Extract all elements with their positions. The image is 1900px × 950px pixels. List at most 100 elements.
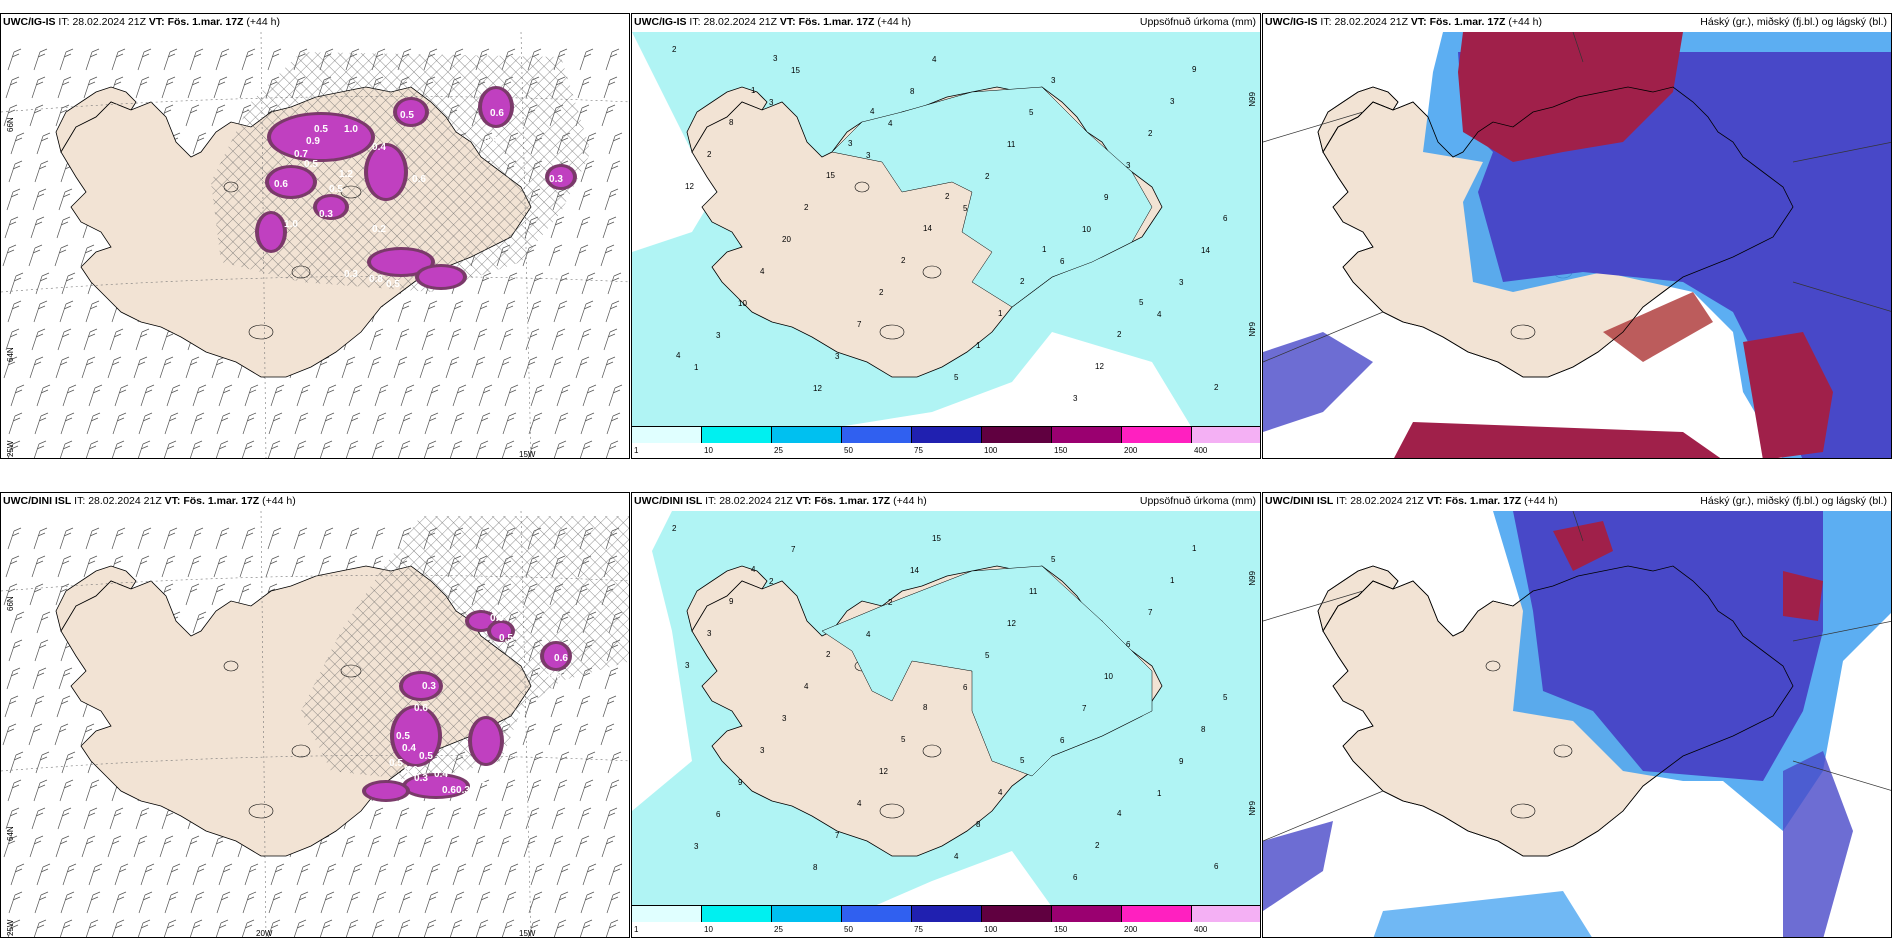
it-label: IT: xyxy=(689,16,701,28)
colorbar-cell xyxy=(1192,426,1260,443)
snow-area xyxy=(549,167,573,187)
precip-value-label: 15 xyxy=(791,66,800,75)
vt-label: VT: xyxy=(1426,495,1443,507)
colorbar-cell xyxy=(1122,426,1192,443)
init-time: 28.02.2024 21Z xyxy=(703,16,777,28)
precip-value-label: 6 xyxy=(716,810,721,819)
coastline-overlay xyxy=(1322,565,1794,857)
precip-value-label: 3 xyxy=(707,629,712,638)
precip-value-label: 2 xyxy=(1117,330,1122,339)
precip-value-label: 2 xyxy=(879,288,884,297)
precip-value-label: 2 xyxy=(1020,277,1025,286)
domain-boundaries xyxy=(1263,511,1891,842)
vt-label: VT: xyxy=(795,495,812,507)
snow-area xyxy=(259,214,283,250)
colorbar-label: 50 xyxy=(844,446,853,455)
model-name: UWC/DINI ISL xyxy=(1265,495,1334,507)
snow-value-label: 0.5 xyxy=(304,159,318,170)
snow-value-label: 0.3 xyxy=(344,269,358,280)
snow-area xyxy=(482,89,510,125)
snow-value-label: 0.5 xyxy=(499,633,513,644)
precip-value-label: 5 xyxy=(985,651,990,660)
it-label: IT: xyxy=(74,495,86,507)
snow-map: 0.30.40.50.60.50.40.6 0.30.20.30.50.60.90… xyxy=(1,511,629,937)
glacier-outline xyxy=(248,803,274,819)
colorbar-cell xyxy=(1052,905,1122,922)
model-name: UWC/DINI ISL xyxy=(3,495,72,507)
coastline-overlay xyxy=(1317,565,1399,633)
glacier-outline xyxy=(1553,744,1573,758)
precip-value-label: 4 xyxy=(866,630,871,639)
precip-value-label: 3 xyxy=(782,714,787,723)
precip-value-label: 1 xyxy=(694,363,699,372)
snow-area xyxy=(394,708,438,764)
snow-value-label: 0.9 xyxy=(490,613,504,624)
precip-value-label: 7 xyxy=(791,545,796,554)
colorbar-label: 25 xyxy=(774,446,783,455)
mid-cloud-area xyxy=(1263,821,1333,911)
precip-value-label: 4 xyxy=(932,55,937,64)
precip-value-label: 1 xyxy=(998,309,1003,318)
snow-value-label: 0.3 xyxy=(549,174,563,185)
snow-value-label: 0.5 xyxy=(400,110,414,121)
precip-value-label: 6 xyxy=(1223,214,1228,223)
snow-value-label: 0.6 xyxy=(274,179,288,190)
map-panel-igis-precip: 2 3 3 5 6 4 1 15 4 2 10 3 3 12 8 11 9 14 10 3 4 5 3 6 4 7 5 3 2 12 20 2… xyxy=(631,13,1261,459)
snow-value-label: 0.5 xyxy=(396,731,410,742)
precip-value-label: 2 xyxy=(901,256,906,265)
precip-value-label: 5 xyxy=(954,373,959,382)
map-panel-dini-clouds: UWC/DINI ISL IT: 28.02.2024 21Z VT: Fös.… xyxy=(1262,492,1892,938)
snow-value-label: 0.6 xyxy=(412,174,426,185)
colorbar-cell xyxy=(702,905,772,922)
precip-value-label: 4 xyxy=(888,119,893,128)
glacier-outline xyxy=(248,324,274,340)
colorbar-cell xyxy=(1052,426,1122,443)
precip-value-label: 6 xyxy=(1214,862,1219,871)
panel-field-title: Uppsöfnuð úrkoma (mm) xyxy=(1139,495,1256,507)
precip-over-land xyxy=(831,86,1153,308)
colorbar-cell xyxy=(982,905,1052,922)
precip-value-label: 14 xyxy=(1201,246,1210,255)
precip-value-label: 20 xyxy=(782,235,791,244)
precip-value-label: 4 xyxy=(751,565,756,574)
precip-value-label: 4 xyxy=(804,682,809,691)
snow-area xyxy=(317,197,345,217)
precip-value-label: 3 xyxy=(1179,278,1184,287)
colorbar-label: 200 xyxy=(1124,446,1138,455)
precip-value-label: 2 xyxy=(945,192,950,201)
map-panel-dini-snow: 0.3 0.4 0.5 0.6 0.5 0.4 0.6 0.3 0.2 0.3 0.5 0.6 0.9 0… xyxy=(0,492,630,938)
latitude-label: 64N xyxy=(1247,801,1256,816)
coastline-overlay xyxy=(1322,86,1794,378)
snow-map: 0.5 1.00.71.20.40.50.6 0.50.30.20.3 0.8 0.51… xyxy=(1,32,629,458)
precip-value-label: 10 xyxy=(1082,225,1091,234)
snow-value-label: 0.2 xyxy=(372,224,386,235)
valid-time: Fös. 1.mar. 17Z xyxy=(798,16,875,28)
precip-value-label: 12 xyxy=(1095,362,1104,371)
lead-time: (+44 h) xyxy=(877,16,911,28)
colorbar-label: 10 xyxy=(704,446,713,455)
latitude-label: 64N xyxy=(6,826,15,841)
latitude-label: 25W xyxy=(6,440,15,457)
coastline-overlay xyxy=(1317,86,1399,154)
it-label: IT: xyxy=(58,16,70,28)
precip-value-label: 4 xyxy=(857,799,862,808)
colorbar-cell xyxy=(842,426,912,443)
snow-value-label: 0.4 xyxy=(402,743,416,754)
colorbar-cell xyxy=(912,426,982,443)
colorbar-cell xyxy=(912,905,982,922)
precip-value-label: 3 xyxy=(694,842,699,851)
init-time: 28.02.2024 21Z xyxy=(1350,495,1424,507)
precip-value-label: 4 xyxy=(1157,310,1162,319)
precip-value-label: 6 xyxy=(1126,640,1131,649)
panel-title: UWC/DINI ISL IT: 28.02.2024 21Z VT: Fös.… xyxy=(3,495,296,507)
colorbar-cell xyxy=(772,426,842,443)
panel-field-title: Háský (gr.), miðský (fj.bl.) og lágský (… xyxy=(1700,495,1887,507)
snow-value-label: 1.0 xyxy=(284,219,298,230)
precip-value-label: 4 xyxy=(998,788,1003,797)
precip-value-label: 10 xyxy=(1104,672,1113,681)
snow-area xyxy=(419,267,463,287)
longitude-label: 15W xyxy=(519,929,536,938)
glacier-outline xyxy=(922,744,942,758)
precip-value-label: 2 xyxy=(1095,841,1100,850)
precip-value-label: 1 xyxy=(976,341,981,350)
